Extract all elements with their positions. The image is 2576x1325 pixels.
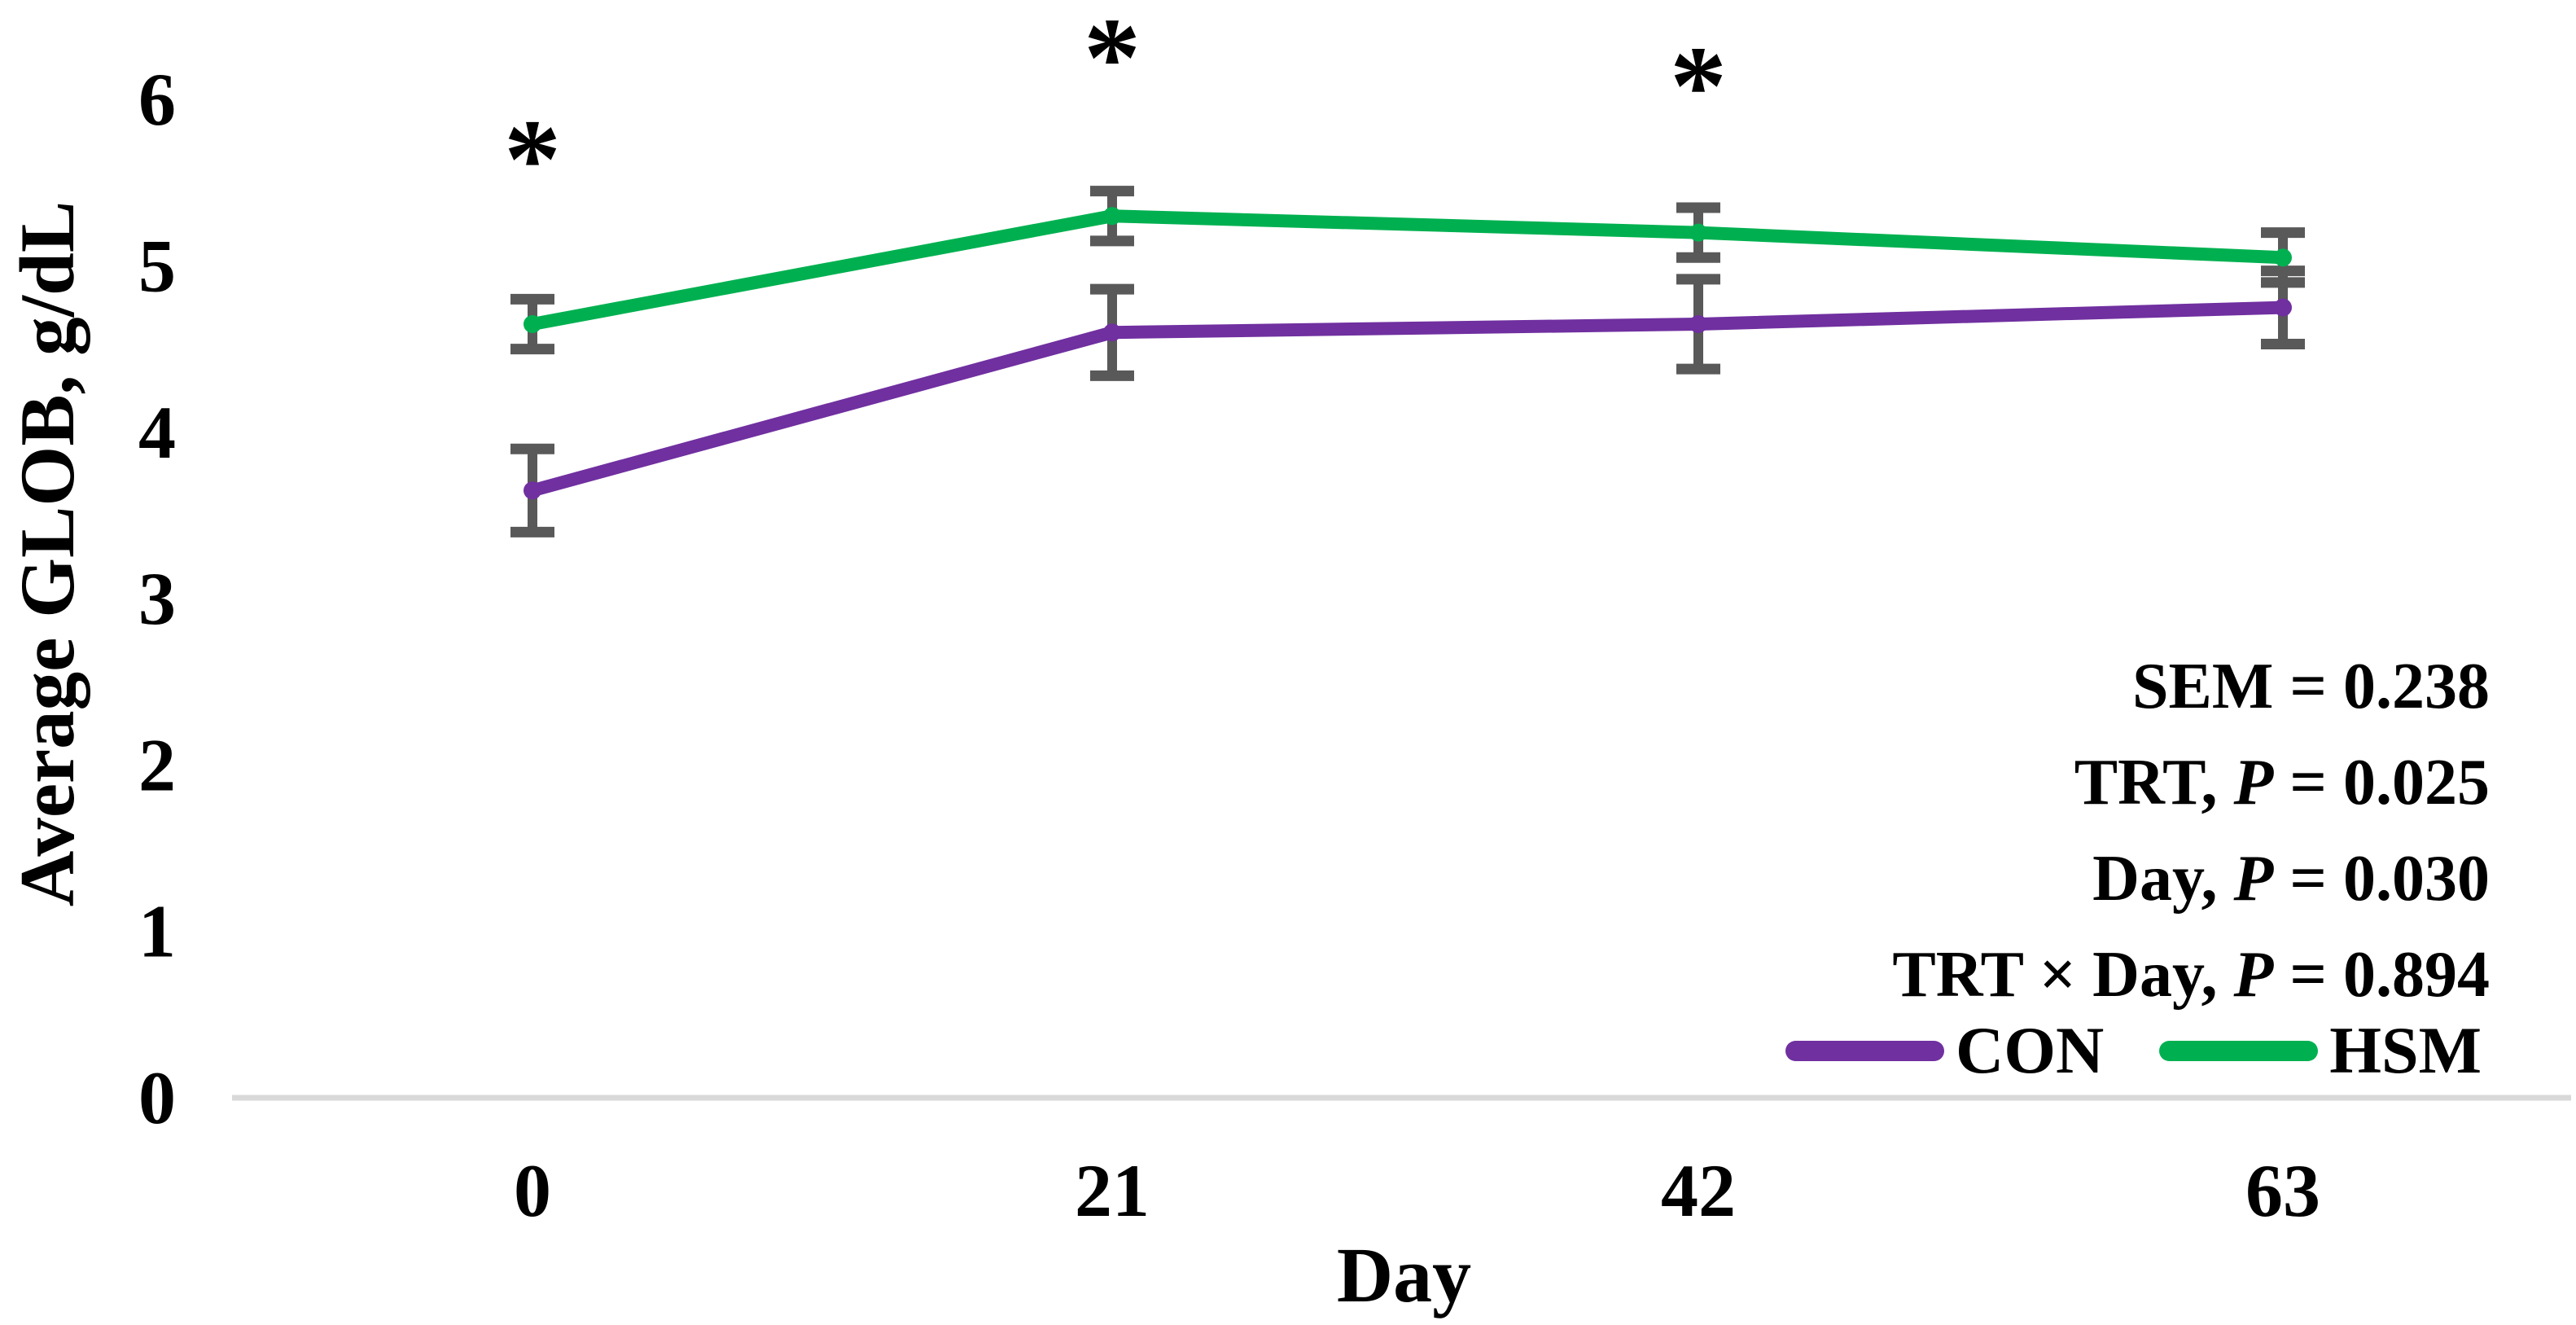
stat-line-sem: SEM = 0.238 — [1892, 638, 2490, 735]
x-tick-label: 0 — [514, 1149, 551, 1232]
stat-text: TRT × Day, — [1892, 939, 2234, 1011]
series-line-con — [526, 301, 2289, 498]
con-line-swatch-icon — [1785, 1040, 1944, 1061]
stat-p-symbol: P — [2233, 843, 2274, 915]
stat-p-symbol: P — [2233, 747, 2274, 818]
stat-line-trt-x-day: TRT × Day, P = 0.894 — [1892, 927, 2490, 1023]
significance-asterisk: * — [1084, 0, 1141, 121]
stat-value: = 0.894 — [2273, 939, 2490, 1011]
stat-text: Day, — [2092, 843, 2234, 915]
series-line-hsm — [526, 209, 2289, 331]
y-axis-title: Average GLOB, g/dL — [4, 200, 90, 907]
stat-line-trt: TRT, P = 0.025 — [1892, 735, 2490, 831]
data-point-con — [524, 481, 541, 500]
y-tick-label: 2 — [138, 723, 176, 806]
x-tick-label: 21 — [1075, 1149, 1150, 1232]
x-tick-label: 42 — [1661, 1149, 1736, 1232]
legend-item-con: CON — [1785, 1012, 2104, 1089]
y-tick-label: 4 — [138, 391, 176, 474]
stats-annotation-block: SEM = 0.238 TRT, P = 0.025 Day, P = 0.03… — [1892, 638, 2490, 1023]
stat-text: TRT, — [2074, 747, 2234, 818]
y-tick-label: 1 — [138, 890, 176, 973]
y-tick-label: 5 — [138, 225, 176, 308]
significance-asterisk: * — [1670, 23, 1727, 149]
stat-line-day: Day, P = 0.030 — [1892, 831, 2490, 927]
hsm-line-swatch-icon — [2159, 1040, 2319, 1061]
stat-value: = 0.025 — [2273, 747, 2490, 818]
significance-asterisk: * — [504, 96, 561, 222]
data-point-hsm — [524, 315, 541, 334]
x-tick-label: 63 — [2245, 1149, 2320, 1232]
legend-label-con: CON — [1955, 1013, 2105, 1087]
data-point-con — [1689, 315, 1707, 334]
y-tick-label: 3 — [138, 557, 176, 640]
legend-item-hsm: HSM — [2159, 1012, 2482, 1089]
chart-legend: CON HSM — [1785, 1013, 2482, 1087]
y-tick-label: 6 — [138, 58, 176, 141]
stat-value: = 0.030 — [2273, 843, 2490, 915]
data-point-hsm — [2274, 248, 2292, 267]
y-tick-label: 0 — [138, 1056, 176, 1139]
data-point-hsm — [1103, 207, 1121, 226]
stat-text: SEM = 0.238 — [2132, 651, 2490, 722]
legend-label-hsm: HSM — [2329, 1013, 2482, 1087]
data-point-con — [1103, 323, 1121, 342]
data-point-hsm — [1689, 223, 1707, 242]
data-point-con — [2274, 298, 2292, 317]
x-axis-title: Day — [1336, 1231, 1472, 1318]
stat-p-symbol: P — [2233, 939, 2274, 1011]
